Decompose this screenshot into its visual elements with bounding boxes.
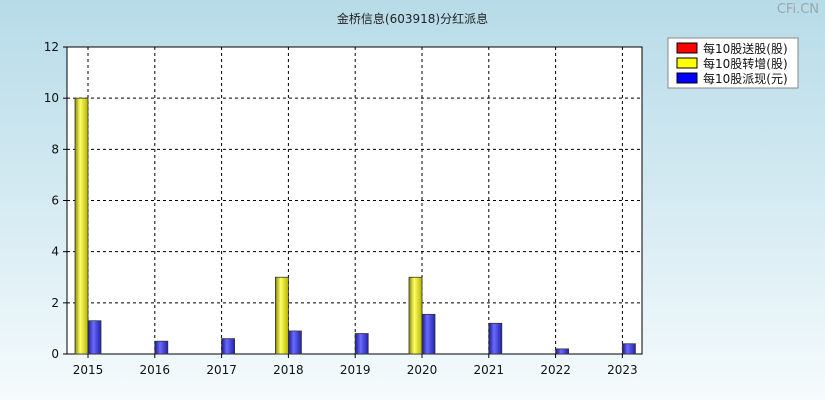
- legend-label: 每10股转增(股): [703, 56, 788, 71]
- x-tick-label: 2016: [140, 363, 171, 377]
- y-tick-label: 6: [51, 194, 59, 208]
- legend-swatch: [676, 57, 698, 69]
- x-tick-label: 2021: [474, 363, 505, 377]
- bar-paixian: [87, 320, 102, 355]
- bar-paixian: [421, 313, 436, 355]
- legend-swatch: [676, 72, 698, 84]
- bar-zhuanzeng: [74, 97, 89, 355]
- bar-paixian: [488, 322, 503, 355]
- y-tick-label: 10: [44, 91, 59, 105]
- chart-title: 金桥信息(603918)分红派息: [336, 12, 489, 26]
- bars-group: [74, 97, 636, 355]
- bar-paixian: [622, 343, 636, 355]
- bar-paixian: [287, 330, 302, 355]
- legend: 每10股送股(股)每10股转增(股)每10股派现(元): [667, 37, 799, 89]
- bar-zhuanzeng: [274, 276, 289, 355]
- x-tick-label: 2023: [607, 363, 638, 377]
- bar-paixian: [221, 338, 236, 355]
- x-tick-label: 2019: [340, 363, 371, 377]
- x-tick-label: 2018: [273, 363, 304, 377]
- y-tick-label: 0: [51, 347, 59, 361]
- y-tick-label: 8: [51, 142, 59, 156]
- y-tick-label: 4: [51, 245, 59, 259]
- bar-paixian: [555, 348, 569, 355]
- plot-area: [66, 46, 643, 355]
- x-tick-label: 2020: [407, 363, 438, 377]
- bar-paixian: [354, 333, 369, 355]
- x-tick-label: 2015: [73, 363, 104, 377]
- bar-zhuanzeng: [408, 276, 423, 355]
- watermark-logo: CFi.CN: [776, 2, 819, 17]
- y-tick-label: 12: [44, 40, 59, 54]
- x-tick-label: 2017: [206, 363, 237, 377]
- bar-paixian: [154, 340, 169, 355]
- legend-label: 每10股送股(股): [703, 41, 788, 56]
- legend-swatch: [676, 42, 698, 54]
- x-tick-label: 2022: [540, 363, 571, 377]
- axes-group: 0 2 4 6 8 10 12 2015 2016 2017 2018 2019 2020 2021 202…: [44, 40, 638, 377]
- y-tick-label: 2: [51, 296, 59, 310]
- legend-label: 每10股派现(元): [703, 71, 788, 86]
